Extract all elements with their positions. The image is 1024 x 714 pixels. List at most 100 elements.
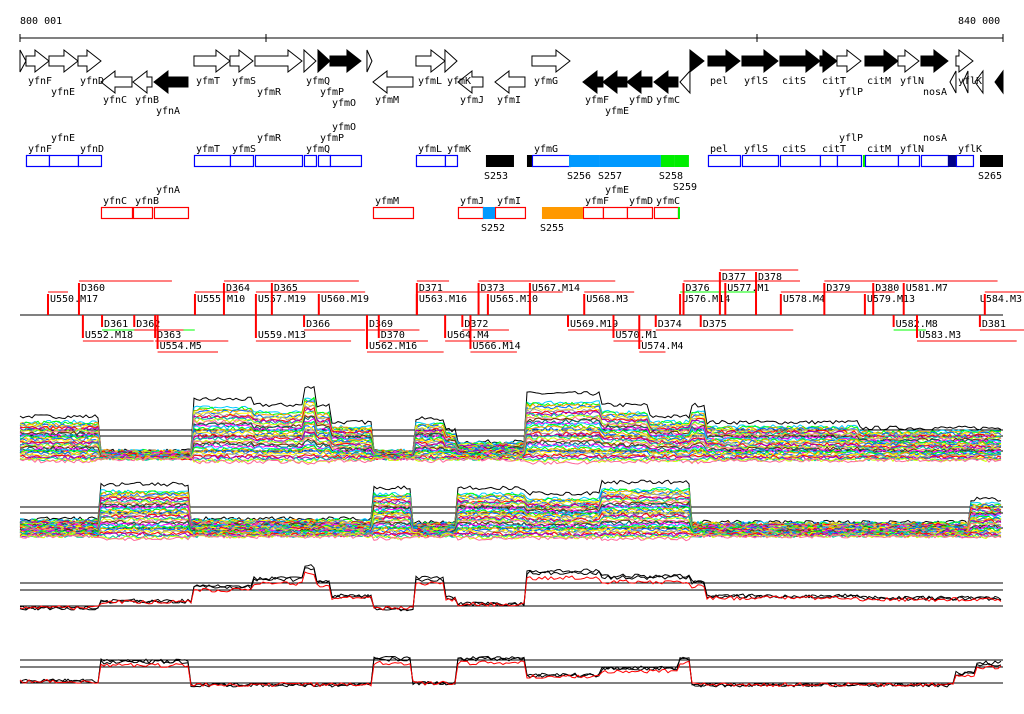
gene-label: yfnC bbox=[103, 95, 127, 106]
segment-label: S259 bbox=[673, 182, 697, 193]
yfmD-gene-arrow bbox=[626, 69, 653, 95]
tiling-label: U583.M3 bbox=[919, 330, 961, 341]
tiling-probe-marker bbox=[724, 283, 727, 315]
gene-label: yflP bbox=[839, 87, 863, 98]
yfmF-gene-arrow bbox=[582, 69, 604, 95]
gene-box bbox=[303, 154, 318, 168]
tiling-label: D365 bbox=[274, 283, 298, 294]
yfnE-gene-arrow bbox=[48, 48, 79, 74]
gene-box-label: yflK bbox=[958, 144, 982, 155]
segment-S259 bbox=[674, 155, 689, 167]
segment-S265 bbox=[979, 155, 1003, 167]
yfnC-gene-arrow bbox=[100, 69, 133, 95]
yfmP-gene-arrow bbox=[317, 48, 331, 74]
tiling-label: U566.M14 bbox=[472, 341, 520, 352]
tiling-probe-marker bbox=[154, 315, 157, 338]
segment-S257 bbox=[599, 155, 661, 167]
tiling-label: U584.M3 bbox=[980, 294, 1022, 305]
gene-label: yfmI bbox=[497, 95, 521, 106]
tiling-probe-marker bbox=[823, 283, 826, 315]
gene-box-label: yflN bbox=[900, 144, 924, 155]
expression-profile-line bbox=[19, 660, 1002, 688]
tiling-label: D378 bbox=[758, 272, 782, 283]
tiling-probe-marker bbox=[377, 315, 380, 338]
unnamed-gene-arrow bbox=[949, 70, 957, 94]
tiling-probe-marker bbox=[77, 283, 80, 315]
tiling-probe-marker bbox=[567, 315, 570, 327]
yfnD-gene-arrow bbox=[77, 48, 102, 74]
expression-profile-line bbox=[19, 571, 1002, 611]
gene-box bbox=[531, 154, 572, 168]
ruler bbox=[19, 34, 1004, 42]
gene-box-label: yfmG bbox=[534, 144, 558, 155]
segment-S256 bbox=[568, 155, 600, 167]
tiling-probe-marker bbox=[303, 315, 306, 327]
gene-label: yfmK bbox=[447, 76, 471, 87]
tiling-probe-marker bbox=[682, 283, 685, 315]
gene-box bbox=[372, 206, 415, 220]
expression-profile-line bbox=[19, 533, 1002, 542]
tiling-label: D376 bbox=[686, 283, 710, 294]
gene-box-label: yfnA bbox=[156, 185, 180, 196]
yfmS-gene-arrow bbox=[229, 48, 254, 74]
tiling-probe-marker bbox=[892, 315, 895, 327]
tiling-probe-marker bbox=[583, 294, 586, 315]
gene-box-label: yfnE bbox=[51, 133, 75, 144]
segment-label: S255 bbox=[540, 223, 564, 234]
gene-box bbox=[153, 206, 190, 220]
yfmT-gene-arrow bbox=[193, 48, 231, 74]
tiling-probe-marker bbox=[469, 315, 472, 349]
tiling-probe-marker bbox=[317, 294, 320, 315]
gene-box-label: yfmD bbox=[629, 196, 653, 207]
yfmR-gene-arrow bbox=[254, 48, 303, 74]
gene-box bbox=[582, 206, 605, 220]
tiling-label: D360 bbox=[81, 283, 105, 294]
gene-box-label: yfmK bbox=[447, 144, 471, 155]
tiling-label: D379 bbox=[826, 283, 850, 294]
tiling-probe-marker bbox=[46, 294, 49, 315]
tiling-label: U560.M19 bbox=[321, 294, 369, 305]
gene-label: nosA bbox=[923, 87, 947, 98]
tiling-probe-marker bbox=[863, 294, 866, 315]
expression-profile-line bbox=[19, 564, 1002, 612]
segment-mark bbox=[862, 155, 865, 167]
tiling-probe-marker bbox=[654, 315, 657, 327]
gene-box bbox=[920, 154, 950, 168]
tiling-label: U569.M19 bbox=[570, 319, 618, 330]
gene-box bbox=[132, 206, 154, 220]
gene-label: yflN bbox=[900, 76, 924, 87]
expression-profile-line bbox=[19, 506, 1002, 531]
unnamed-gene-arrow bbox=[19, 49, 27, 73]
yfmO-gene-arrow bbox=[329, 48, 362, 74]
tiling-label: U574.M4 bbox=[641, 341, 683, 352]
gene-box bbox=[317, 154, 332, 168]
tiling-label: U557.M19 bbox=[258, 294, 306, 305]
gene-box bbox=[415, 154, 447, 168]
tiling-label: U552.M18 bbox=[85, 330, 133, 341]
tiling-probe-marker bbox=[699, 315, 702, 327]
gene-box-label: yfmM bbox=[375, 196, 399, 207]
segment-label: S253 bbox=[484, 171, 508, 182]
tiling-label: D380 bbox=[875, 283, 899, 294]
gene-box-label: yfmL bbox=[418, 144, 442, 155]
gene-label: yfnF bbox=[28, 76, 52, 87]
tiling-probe-marker bbox=[254, 315, 257, 338]
gene-label: yflS bbox=[744, 76, 768, 87]
gene-box bbox=[741, 154, 780, 168]
segment-S258 bbox=[660, 155, 675, 167]
gene-box-label: yfmI bbox=[497, 196, 521, 207]
gene-label: yfmM bbox=[375, 95, 399, 106]
tiling-label: U565.M10 bbox=[490, 294, 538, 305]
tiling-label: U554.M5 bbox=[160, 341, 202, 352]
gene-box bbox=[48, 154, 80, 168]
segment-S253 bbox=[485, 155, 514, 167]
tiling-probe-marker bbox=[222, 283, 225, 315]
yfmL-gene-arrow bbox=[415, 48, 446, 74]
expression-profile-line bbox=[19, 519, 1002, 535]
tiling-probe-marker bbox=[872, 283, 875, 315]
gene-box-label: yfmP bbox=[320, 133, 344, 144]
tiling-label: D375 bbox=[703, 319, 727, 330]
expression-profile-line bbox=[19, 567, 1002, 611]
yflP-gene-arrow bbox=[836, 48, 862, 74]
